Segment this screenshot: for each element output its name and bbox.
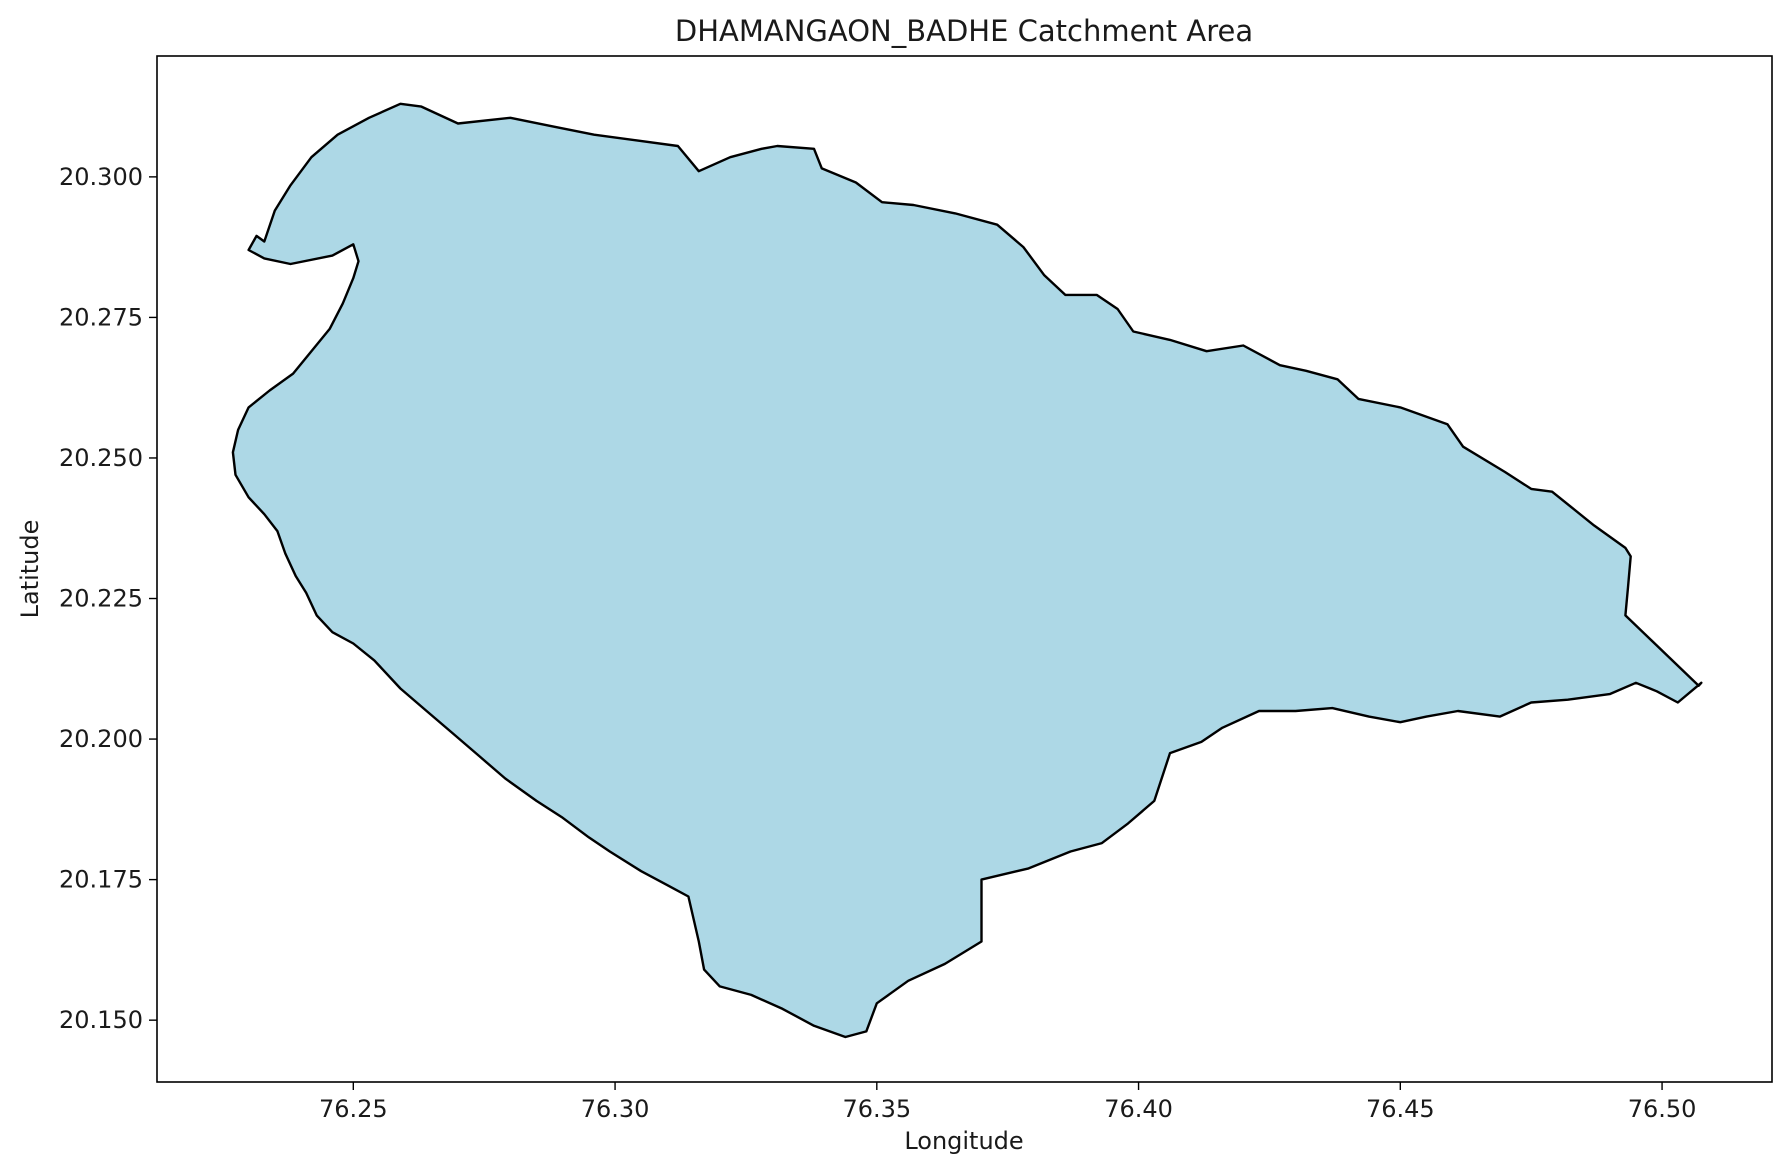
y-tick-label: 20.275 <box>59 303 143 331</box>
axes-frame <box>156 55 1773 1083</box>
y-tick-label: 20.250 <box>59 444 143 472</box>
chart-title: DHAMANGAON_BADHE Catchment Area <box>675 14 1253 48</box>
y-axis-label: Latitude <box>16 520 44 619</box>
y-axis: 20.150 20.175 20.200 20.225 20.250 20.275 20.3… <box>59 163 157 1034</box>
x-tick-label: 76.30 <box>581 1095 650 1123</box>
y-tick-label: 20.175 <box>59 866 143 894</box>
x-tick-label: 76.40 <box>1104 1095 1173 1123</box>
x-tick-label: 76.50 <box>1628 1095 1697 1123</box>
x-axis: 76.25 76.30 76.35 76.40 76.45 76.50 <box>319 1082 1696 1123</box>
x-tick-label: 76.45 <box>1366 1095 1435 1123</box>
y-tick-label: 20.225 <box>59 585 143 613</box>
x-axis-label: Longitude <box>904 1127 1023 1155</box>
x-tick-label: 76.35 <box>842 1095 911 1123</box>
catchment-boundary <box>231 102 1703 1039</box>
y-tick-label: 20.150 <box>59 1006 143 1034</box>
plot-area <box>231 102 1703 1039</box>
y-tick-label: 20.300 <box>59 163 143 191</box>
y-tick-label: 20.200 <box>59 725 143 753</box>
x-tick-label: 76.25 <box>319 1095 388 1123</box>
